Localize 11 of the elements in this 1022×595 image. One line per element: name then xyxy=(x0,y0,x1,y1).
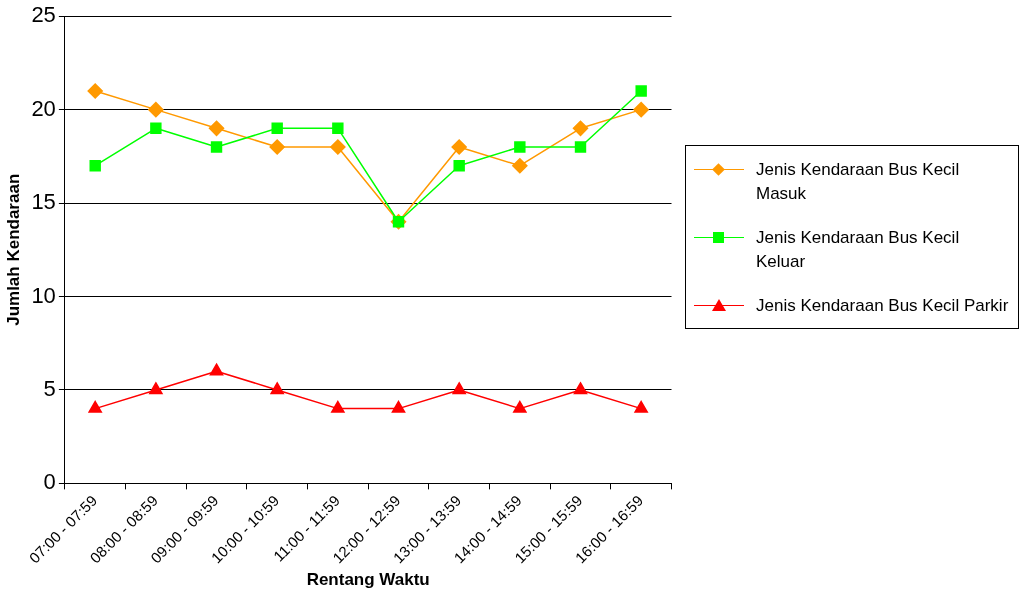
y-tick-label: 15 xyxy=(31,189,56,215)
y-tick-label: 25 xyxy=(31,2,56,28)
y-tick-label: 5 xyxy=(43,375,56,401)
y-tick-label: 20 xyxy=(31,95,56,121)
legend-label: Jenis Kendaraan Bus Kecil Masuk xyxy=(756,159,961,205)
x-axis-title: Rentang Waktu xyxy=(306,570,430,590)
legend-label: Jenis Kendaraan Bus Kecil Parkir xyxy=(756,295,1009,317)
y-axis-title: Jumlah Kendaraan xyxy=(3,173,23,326)
y-tick-label: 0 xyxy=(43,469,56,495)
y-tick-label: 10 xyxy=(31,282,56,308)
legend-label: Jenis Kendaraan Bus Kecil Keluar xyxy=(756,227,961,273)
